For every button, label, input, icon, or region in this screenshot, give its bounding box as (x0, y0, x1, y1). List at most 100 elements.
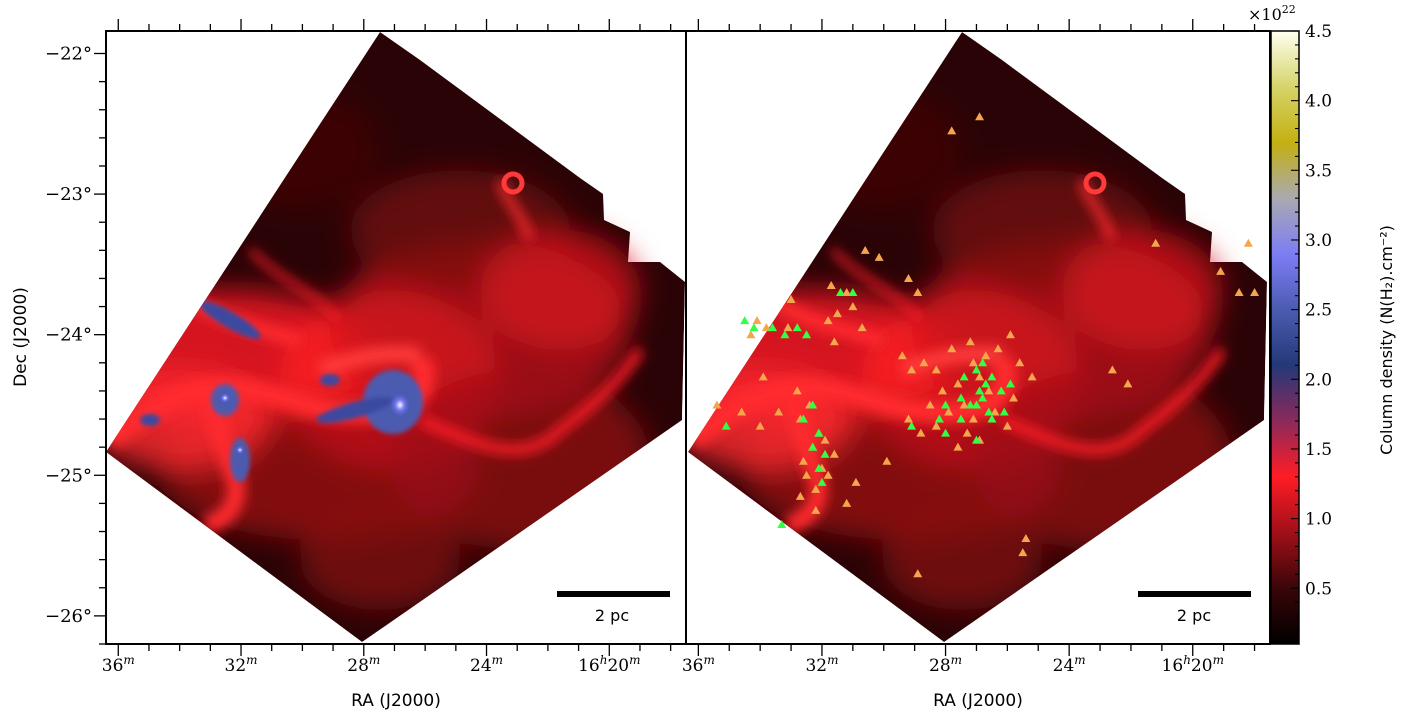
colorbar: 0.5 1.0 1.5 2.0 2.5 3.0 3.5 4.0 4.5 ×1022 Column… (1248, 3, 1396, 645)
orange-source-marker (1002, 421, 1012, 430)
green-source-marker (817, 477, 827, 486)
colorbar-tick-label: 0.5 (1305, 579, 1332, 599)
orange-source-marker (874, 252, 884, 261)
colorbar-tick-label: 2.5 (1305, 301, 1332, 321)
orange-source-marker (829, 337, 839, 346)
green-source-marker (987, 372, 997, 381)
orange-source-marker (913, 569, 923, 578)
source-markers (712, 112, 1260, 578)
orange-source-marker (1216, 266, 1226, 275)
orange-source-marker (1234, 288, 1244, 297)
orange-source-marker (965, 337, 975, 346)
orange-source-marker (761, 323, 771, 332)
y-tick-label: −24° (45, 325, 92, 346)
right-plot-frame (685, 30, 1271, 645)
orange-source-marker (774, 407, 784, 416)
orange-source-marker (903, 273, 913, 282)
orange-source-marker (832, 309, 842, 318)
orange-source-marker (968, 358, 978, 367)
orange-source-marker (758, 372, 768, 381)
orange-source-marker (947, 126, 957, 135)
orange-source-marker (712, 400, 722, 409)
y-tick-label: −23° (45, 184, 92, 205)
left-dense-filaments (140, 301, 423, 482)
orange-source-marker (925, 400, 935, 409)
x-tick-label: 36m (682, 653, 715, 676)
green-source-marker (987, 414, 997, 423)
green-source-marker (768, 323, 778, 332)
x-tick-label: 32m (805, 653, 838, 676)
green-source-marker (978, 358, 988, 367)
orange-source-marker (1107, 365, 1117, 374)
green-source-marker (971, 365, 981, 374)
x-tick-label: 16h20m (578, 653, 640, 676)
orange-source-marker (962, 428, 972, 437)
green-source-marker (721, 421, 731, 430)
y-axis-label: Dec (J2000) (11, 287, 31, 387)
orange-source-marker (842, 288, 852, 297)
right-scalebar: 2 pc (1138, 591, 1251, 625)
green-source-marker (999, 407, 1009, 416)
green-source-marker (984, 407, 994, 416)
green-source-marker (780, 330, 790, 339)
green-source-marker (808, 400, 818, 409)
left-scalebar: 2 pc (557, 591, 670, 625)
orange-source-marker (913, 288, 923, 297)
orange-source-marker (975, 112, 985, 121)
green-source-marker (971, 400, 981, 409)
green-source-marker (981, 379, 991, 388)
green-source-marker (956, 414, 966, 423)
green-source-marker (941, 428, 951, 437)
green-source-marker (971, 435, 981, 444)
orange-source-marker (746, 330, 756, 339)
green-source-marker (814, 463, 824, 472)
orange-source-marker (823, 470, 833, 479)
orange-source-marker (1018, 548, 1028, 557)
colorbar-tick-label: 1.0 (1305, 510, 1332, 530)
orange-source-marker (755, 421, 765, 430)
left-panel (80, 30, 687, 645)
x-tick-label: 24m (470, 653, 503, 676)
orange-source-marker (944, 407, 954, 416)
orange-source-marker (795, 491, 805, 500)
orange-source-marker (882, 456, 892, 465)
axis-ticks (94, 19, 1256, 656)
green-source-marker (777, 519, 787, 528)
green-source-marker (835, 288, 845, 297)
y-tick-label: −25° (45, 465, 92, 486)
orange-source-marker (953, 379, 963, 388)
colorbar-bar (1271, 31, 1299, 644)
left-scalebar-line (557, 591, 670, 597)
orange-source-marker (931, 365, 941, 374)
orange-source-marker (903, 414, 913, 423)
left-column-density-map (80, 32, 685, 642)
orange-source-marker (786, 295, 796, 304)
green-source-marker (808, 442, 818, 451)
orange-source-marker (990, 407, 1000, 416)
colorbar-tick-label: 3.0 (1305, 231, 1332, 251)
orange-source-marker (968, 414, 978, 423)
orange-source-marker (811, 505, 821, 514)
green-source-marker (959, 372, 969, 381)
green-source-marker (1005, 379, 1015, 388)
orange-source-marker (916, 428, 926, 437)
orange-source-marker (851, 477, 861, 486)
orange-source-marker (1009, 393, 1019, 402)
x-tick-label: 28m (347, 653, 380, 676)
x-tick-label: 24m (1053, 653, 1086, 676)
colorbar-ticks: 0.5 1.0 1.5 2.0 2.5 3.0 3.5 4.0 4.5 (1291, 22, 1332, 645)
green-source-marker (740, 316, 750, 325)
green-source-marker (956, 393, 966, 402)
colorbar-tick-label: 4.0 (1305, 92, 1332, 112)
orange-source-marker (1005, 330, 1015, 339)
x-tick-label: 16h20m (1162, 653, 1224, 676)
orange-source-marker (937, 386, 947, 395)
y-tick-labels: −22° −23° −24° −25° −26° (45, 43, 92, 626)
green-source-marker (798, 414, 808, 423)
y-tick-label: −22° (45, 43, 92, 64)
x-axis-label-left: RA (J2000) (351, 691, 441, 711)
orange-source-marker (848, 302, 858, 311)
orange-source-marker (798, 456, 808, 465)
right-panel (685, 30, 1271, 645)
